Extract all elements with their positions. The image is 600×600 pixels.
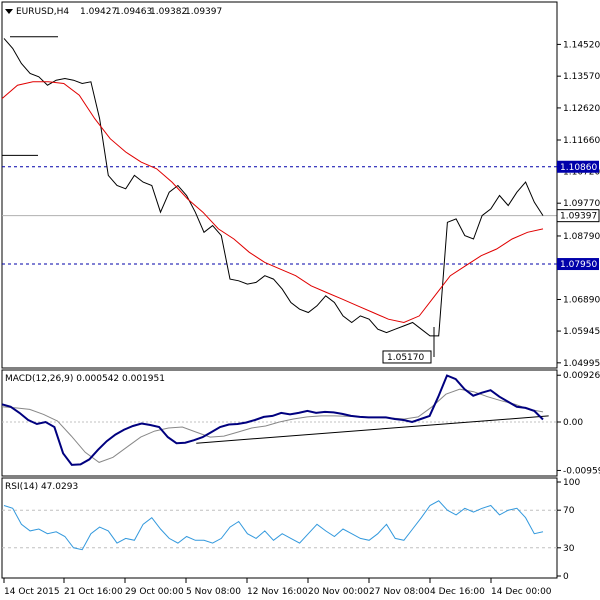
y-tick-label: 1.13570 bbox=[563, 72, 600, 82]
level-label: 1.10860 bbox=[560, 163, 597, 173]
macd-panel-frame bbox=[1, 369, 558, 477]
macd-title: MACD(12,26,9) 0.000542 0.001951 bbox=[5, 374, 165, 384]
rsi-levels bbox=[2, 509, 557, 549]
current-price-line: 1.09397 bbox=[2, 209, 600, 223]
close-value: 1.09397 bbox=[185, 7, 222, 17]
low-annotation: 1.05170 bbox=[382, 326, 435, 364]
macd-main-line bbox=[1, 374, 544, 466]
y-tick-label: 1.05945 bbox=[563, 327, 600, 337]
x-tick-label: 14 Oct 2015 bbox=[4, 587, 60, 597]
x-tick-label: 20 Nov 00:00 bbox=[308, 587, 369, 597]
level-label: 1.07950 bbox=[560, 260, 597, 270]
y-tick-label: 70 bbox=[563, 506, 575, 516]
x-tick-label: 14 Dec 00:00 bbox=[491, 587, 552, 597]
y-tick-label: -0.009598 bbox=[563, 466, 600, 476]
x-axis: 14 Oct 2015 21 Oct 16:00 29 Oct 00:00 5 Nov… bbox=[2, 577, 557, 597]
macd-panel: MACD(12,26,9) 0.000542 0.001951 0.009261… bbox=[1, 369, 600, 477]
collapse-triangle-icon[interactable] bbox=[5, 9, 13, 14]
price-misc-lines bbox=[2, 36, 58, 156]
y-tick-label: 1.09770 bbox=[563, 199, 600, 209]
rsi-series-line bbox=[3, 500, 544, 551]
y-tick-label: 100 bbox=[563, 478, 580, 488]
y-tick-label: 0.009261 bbox=[563, 371, 600, 381]
x-tick-label: 29 Oct 00:00 bbox=[125, 587, 184, 597]
x-tick-label: 4 Dec 16:00 bbox=[430, 587, 485, 597]
price-panel-frame bbox=[1, 1, 558, 369]
ma-series-line bbox=[1, 81, 544, 324]
macd-y-axis: 0.009261 0.00 -0.009598 bbox=[557, 371, 600, 476]
price-series-line bbox=[3, 38, 544, 337]
y-tick-label: 1.12620 bbox=[563, 104, 600, 114]
x-tick-label: 21 Oct 16:00 bbox=[64, 587, 123, 597]
y-tick-label: 1.04995 bbox=[563, 359, 600, 369]
low-value: 1.09382 bbox=[150, 7, 187, 17]
symbol-label: EURUSD,H4 bbox=[16, 7, 69, 17]
price-panel: EURUSD,H4 1.09427 1.09463 1.09382 1.0939… bbox=[1, 1, 600, 369]
x-tick-label: 27 Nov 08:00 bbox=[369, 587, 430, 597]
y-tick-label: 30 bbox=[563, 544, 575, 554]
x-tick-label: 12 Nov 16:00 bbox=[247, 587, 308, 597]
y-tick-label: 0.00 bbox=[563, 418, 583, 428]
low-annotation-box bbox=[382, 350, 432, 364]
price-header: EURUSD,H4 1.09427 1.09463 1.09382 1.0939… bbox=[5, 7, 222, 17]
y-tick-label: 1.11660 bbox=[563, 136, 600, 146]
y-tick-label: 1.08790 bbox=[563, 232, 600, 242]
level-tag bbox=[557, 160, 599, 173]
current-price-tag bbox=[556, 209, 600, 223]
low-annotation-label: 1.05170 bbox=[387, 353, 424, 363]
open-value: 1.09427 bbox=[80, 7, 117, 17]
y-tick-label: 1.14520 bbox=[563, 40, 600, 50]
rsi-y-axis: 100 70 30 0 bbox=[557, 478, 580, 582]
price-levels: 1.10860 1.07950 bbox=[2, 160, 599, 271]
current-price-label: 1.09397 bbox=[560, 212, 597, 222]
y-tick-label: 1.06890 bbox=[563, 295, 600, 305]
level-tag bbox=[557, 258, 599, 271]
macd-trendline bbox=[196, 415, 549, 444]
x-tick-label: 5 Nov 08:00 bbox=[186, 587, 241, 597]
rsi-title: RSI(14) 47.0293 bbox=[5, 482, 78, 492]
y-tick-label: 0 bbox=[563, 572, 569, 582]
high-value: 1.09463 bbox=[115, 7, 152, 17]
